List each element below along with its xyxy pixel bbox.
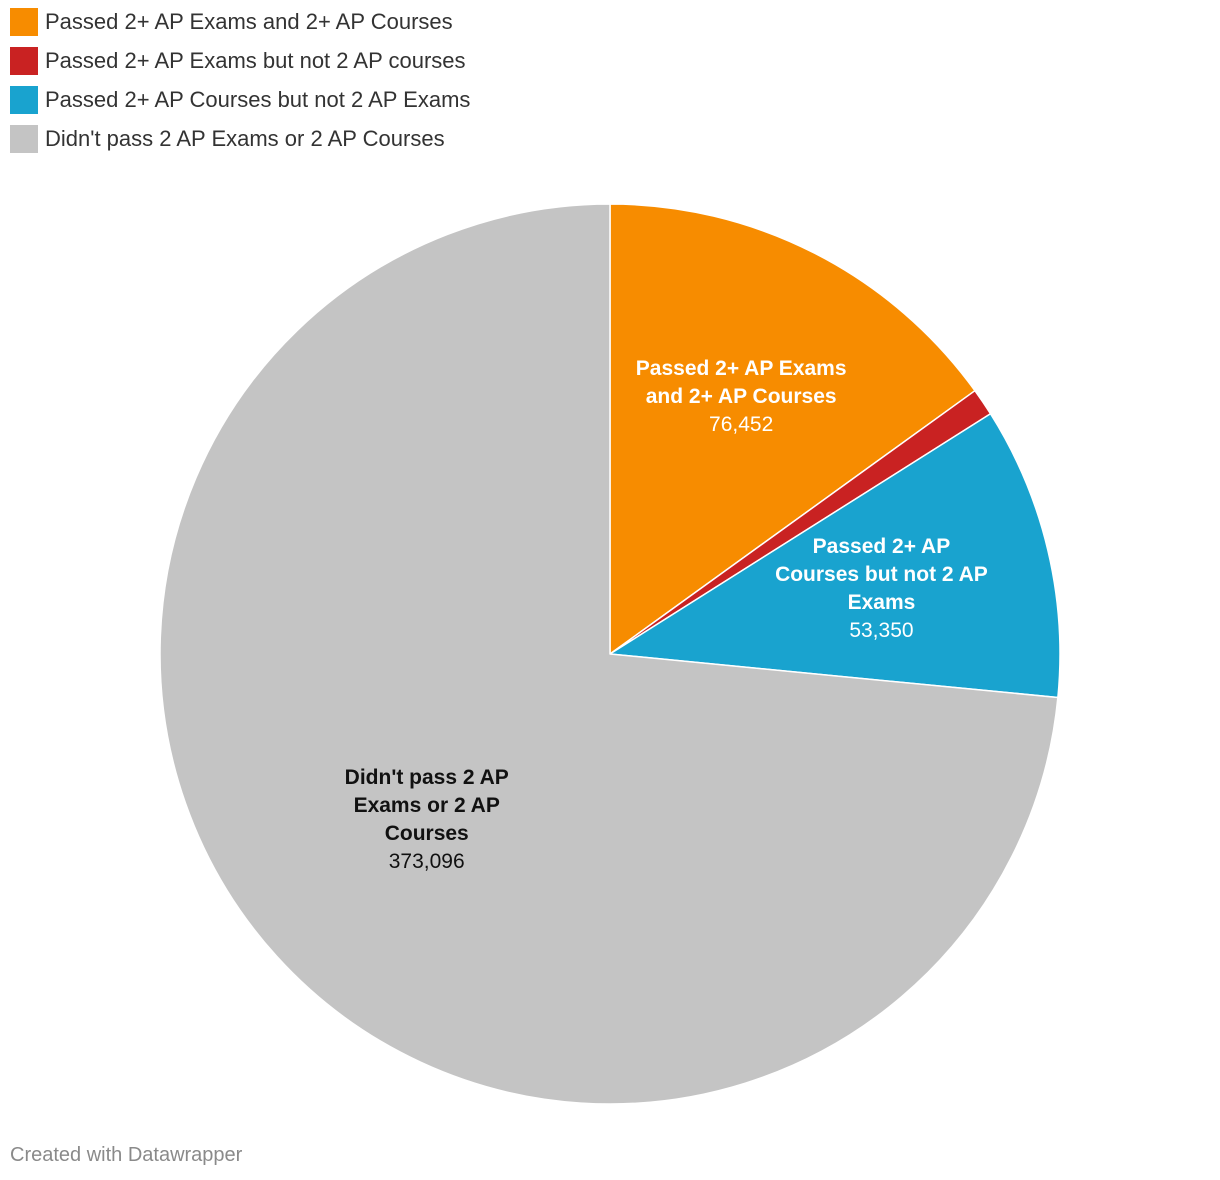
slice-value-label: 373,096 bbox=[389, 850, 465, 873]
legend-label: Passed 2+ AP Exams and 2+ AP Courses bbox=[45, 9, 453, 34]
legend-item: Passed 2+ AP Exams and 2+ AP Courses bbox=[10, 8, 470, 36]
legend-swatch bbox=[10, 8, 38, 36]
slice-label: Courses bbox=[385, 822, 469, 845]
legend-swatch bbox=[10, 125, 38, 153]
slice-label: and 2+ AP Courses bbox=[646, 385, 837, 408]
slice-label: Passed 2+ AP Exams bbox=[636, 357, 847, 380]
pie-slice bbox=[609, 413, 1061, 699]
legend-item: Passed 2+ AP Courses but not 2 AP Exams bbox=[10, 86, 470, 114]
chart-legend: Passed 2+ AP Exams and 2+ AP Courses Pas… bbox=[10, 8, 470, 164]
slice-label: Exams bbox=[848, 591, 916, 614]
pie-slice bbox=[609, 203, 976, 655]
legend-label: Didn't pass 2 AP Exams or 2 AP Courses bbox=[45, 126, 445, 151]
slice-value-label: 53,350 bbox=[849, 619, 913, 642]
pie-slice bbox=[159, 203, 1059, 1105]
legend-swatch bbox=[10, 47, 38, 75]
legend-item: Didn't pass 2 AP Exams or 2 AP Courses bbox=[10, 125, 470, 153]
legend-label: Passed 2+ AP Exams but not 2 AP courses bbox=[45, 48, 466, 73]
slice-label: Courses but not 2 AP bbox=[775, 563, 988, 586]
legend-label: Passed 2+ AP Courses but not 2 AP Exams bbox=[45, 87, 471, 112]
slice-value-label: 76,452 bbox=[709, 413, 773, 436]
legend-item: Passed 2+ AP Exams but not 2 AP courses bbox=[10, 47, 470, 75]
datawrapper-credit: Created with Datawrapper bbox=[10, 1144, 243, 1166]
slice-label: Passed 2+ AP bbox=[813, 535, 951, 558]
slice-label: Didn't pass 2 AP bbox=[345, 766, 509, 789]
legend-swatch bbox=[10, 86, 38, 114]
slice-label: Exams or 2 AP bbox=[354, 794, 500, 817]
